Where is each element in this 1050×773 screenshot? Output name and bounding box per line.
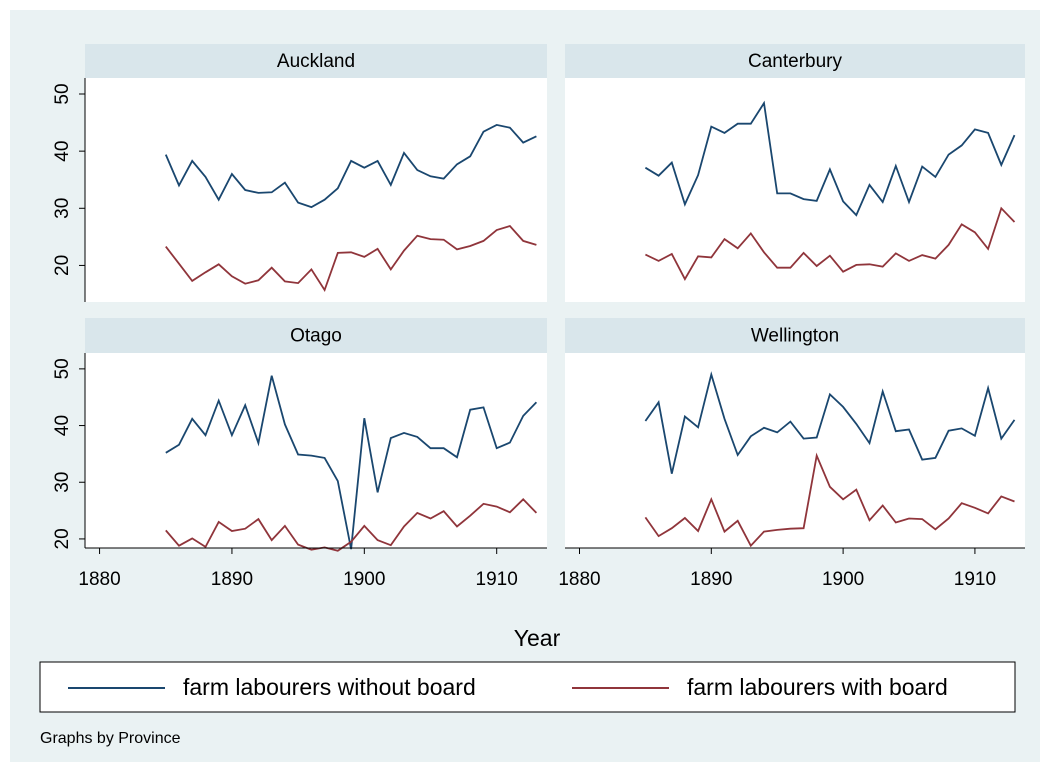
- panel-header: [565, 44, 1025, 78]
- plot-area: [565, 78, 1025, 302]
- series-line: [645, 206, 1016, 281]
- y-tick-label: 20: [52, 528, 73, 549]
- panel-title: Canterbury: [748, 51, 842, 72]
- panel-header: [85, 318, 547, 353]
- series-line: [644, 100, 1016, 217]
- panel-header: [85, 44, 547, 78]
- panel-title: Wellington: [751, 326, 839, 347]
- x-axis-title: Year: [514, 625, 561, 651]
- plot-area: [85, 353, 547, 548]
- x-tick-label: 1910: [954, 569, 996, 590]
- plot-area: [565, 353, 1025, 548]
- series-line: [164, 123, 537, 209]
- panel-header: [565, 318, 1025, 353]
- y-tick-label: 30: [52, 472, 73, 493]
- x-tick-label: 1880: [558, 569, 600, 590]
- x-tick-label: 1880: [78, 569, 120, 590]
- legend-label: farm labourers with board: [687, 674, 948, 700]
- legend: [39, 661, 1016, 713]
- series-line: [644, 452, 1015, 548]
- series-line: [165, 224, 537, 293]
- y-tick-label: 50: [52, 358, 73, 379]
- series-line: [165, 498, 538, 552]
- plot-area: [85, 78, 547, 302]
- y-tick-label: 20: [52, 255, 73, 276]
- x-tick-label: 1900: [822, 569, 864, 590]
- series-line: [644, 371, 1016, 474]
- x-tick-label: 1900: [343, 569, 385, 590]
- x-tick-label: 1890: [211, 569, 253, 590]
- series-line: [165, 375, 538, 550]
- y-tick-label: 40: [52, 415, 73, 436]
- note: Graphs by Province: [40, 730, 181, 747]
- y-tick-label: 30: [52, 198, 73, 219]
- panel-title: Otago: [290, 326, 342, 347]
- y-tick-label: 50: [52, 83, 73, 104]
- panel-title: Auckland: [277, 51, 355, 72]
- legend-label: farm labourers without board: [183, 674, 476, 700]
- x-tick-label: 1910: [476, 569, 518, 590]
- y-tick-label: 40: [52, 141, 73, 162]
- x-tick-label: 1890: [690, 569, 732, 590]
